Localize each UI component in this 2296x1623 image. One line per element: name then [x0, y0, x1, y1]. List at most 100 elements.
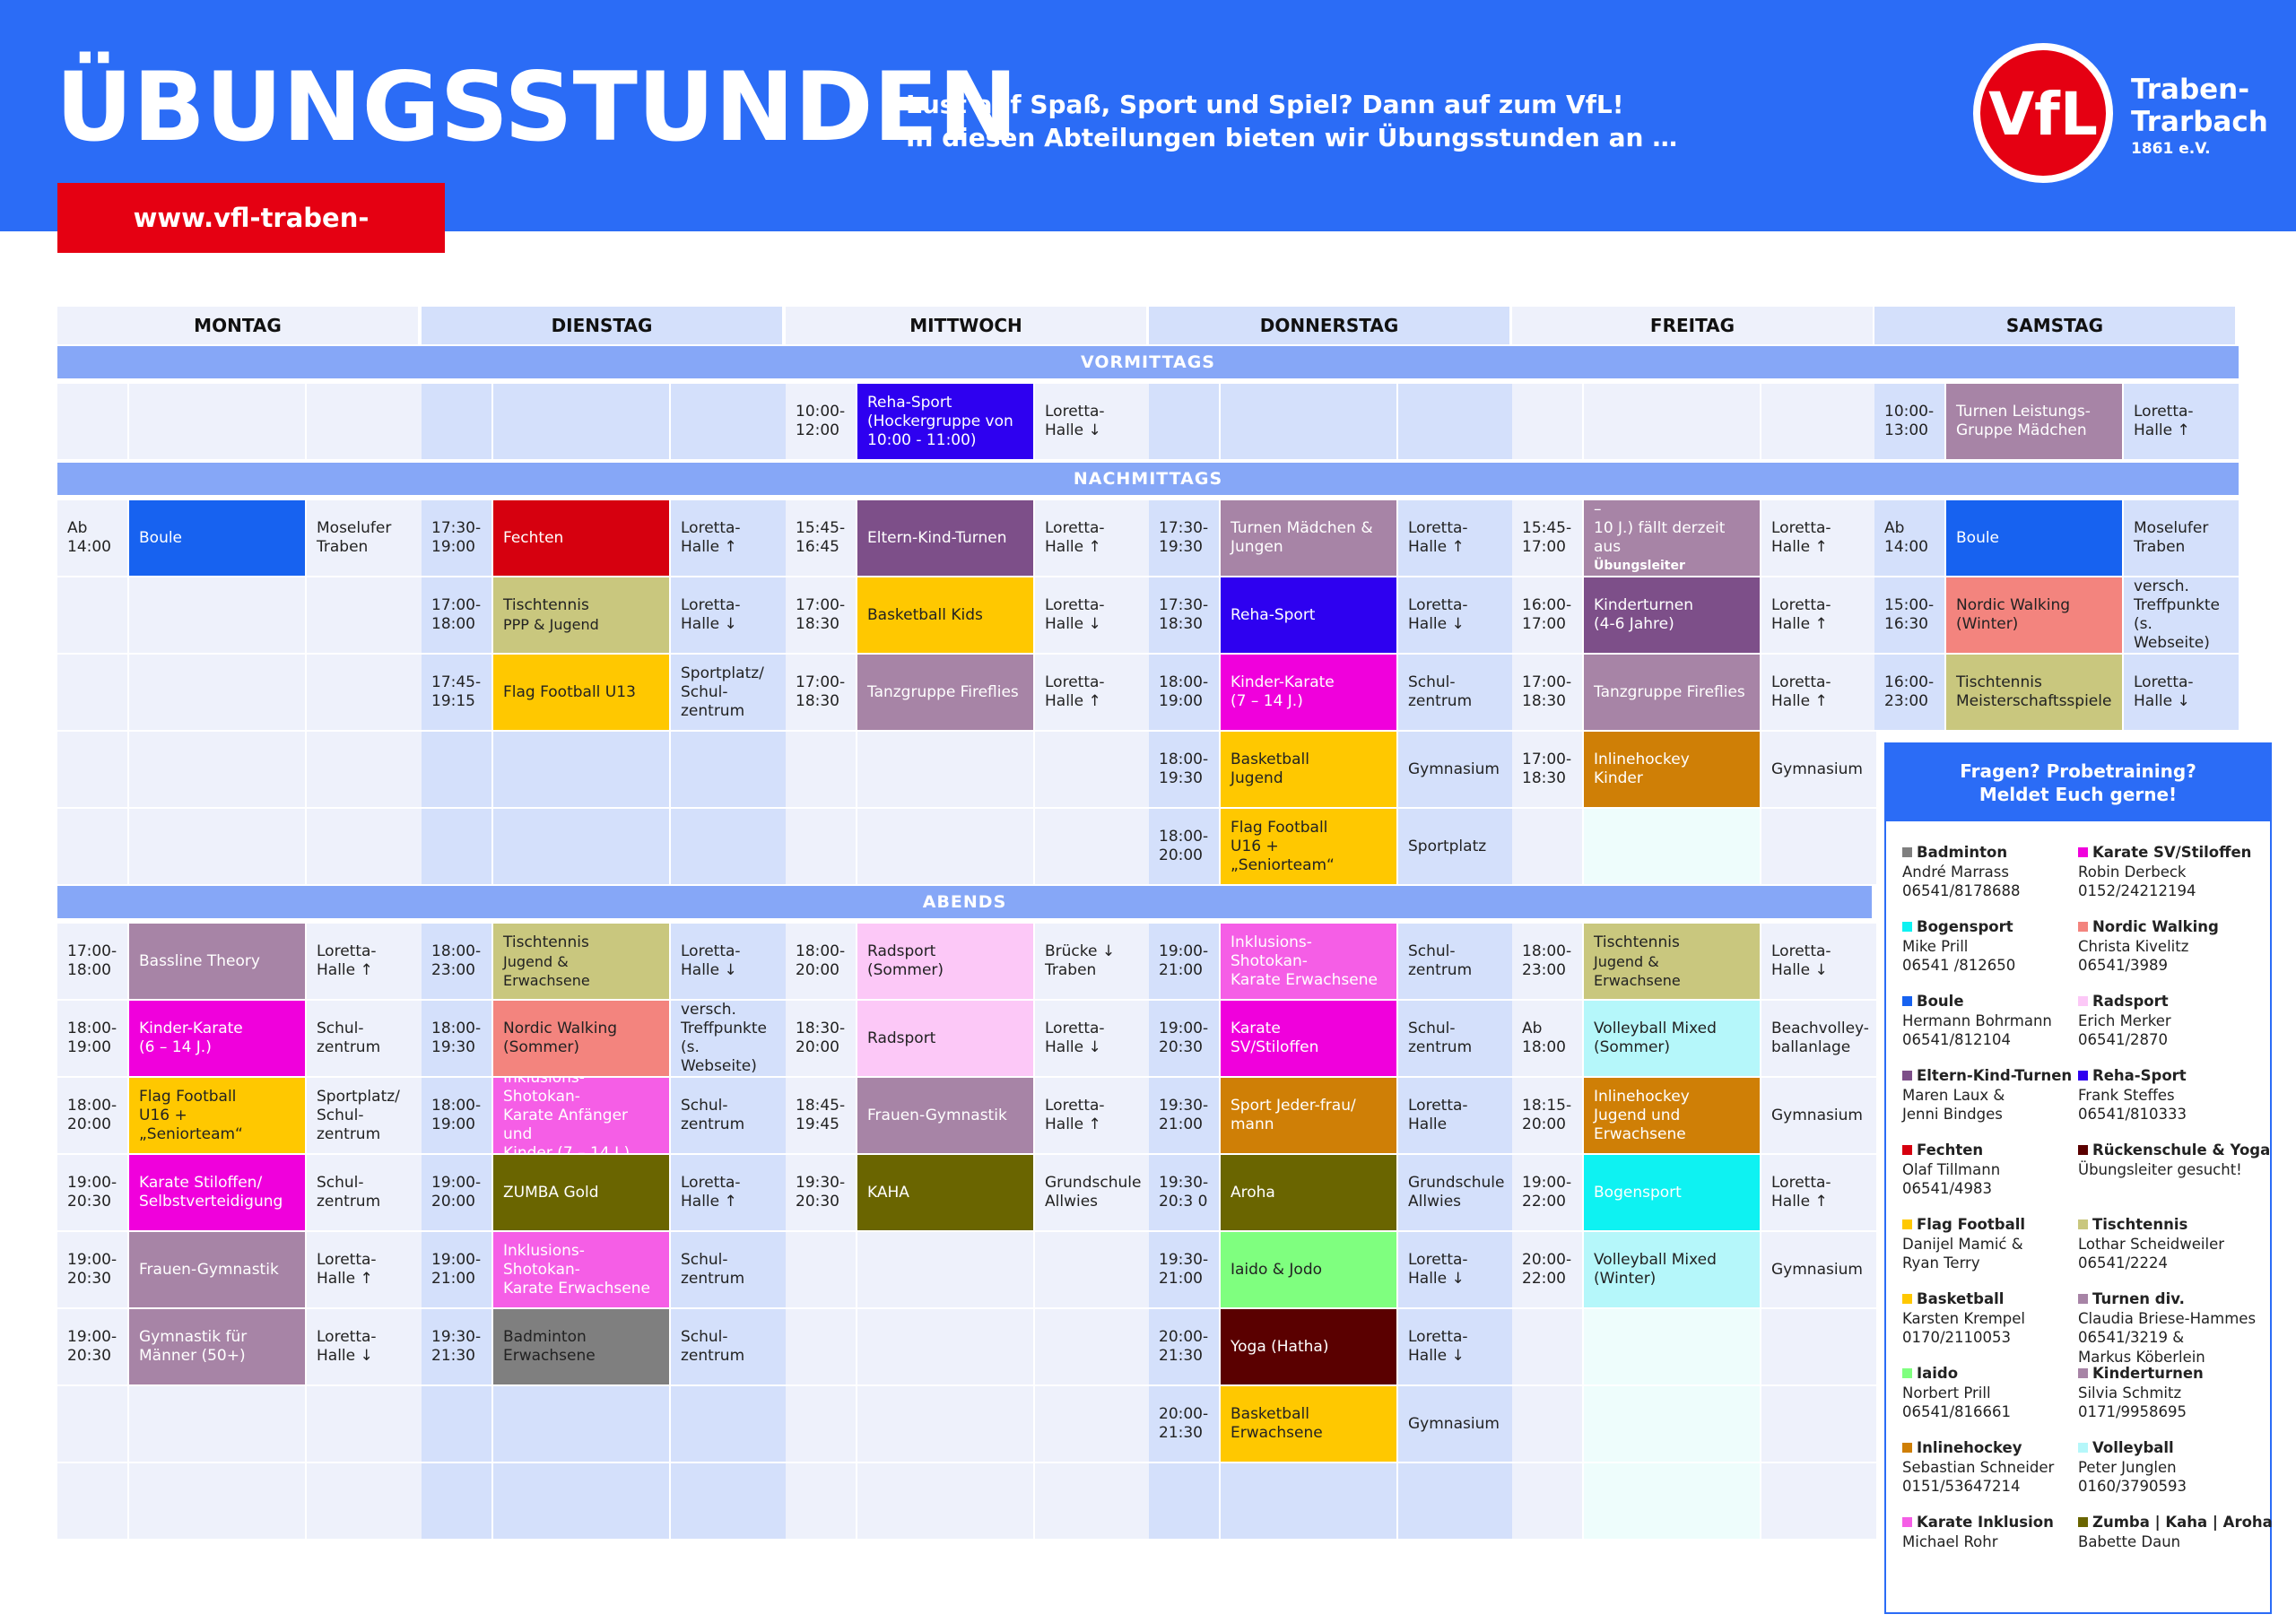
activity-block[interactable]: Tischtennis Jugend & Erwachsene: [1584, 924, 1760, 999]
activity-block[interactable]: Frauen-Gymnastik: [129, 1232, 305, 1307]
slot-time: 16:00- 23:00: [1874, 655, 1944, 730]
slot-location: Schul- zentrum: [671, 1232, 786, 1307]
activity-block[interactable]: Bassline Theory: [129, 924, 305, 999]
slot-location: Loretta- Halle ↑: [2124, 384, 2239, 459]
slot-location: Loretta- Halle ↓: [1035, 577, 1150, 653]
activity-block[interactable]: Volleyball Mixed (Sommer): [1584, 1001, 1760, 1076]
slot-time: 18:00- 20:00: [786, 924, 856, 999]
activity-block[interactable]: Kinder-Karate (7 – 14 J.): [1221, 655, 1396, 730]
activity-block[interactable]: Eltern-Kind-Turnen: [857, 500, 1033, 576]
activity-block[interactable]: Basketball Jugend: [1221, 732, 1396, 807]
activity-block[interactable]: Iaido & Jodo: [1221, 1232, 1396, 1307]
activity-block[interactable]: Radsport: [857, 1001, 1033, 1076]
section-header: ABENDS: [57, 886, 1872, 918]
activity-block[interactable]: Gymnastik für Männer (50+): [129, 1309, 305, 1384]
activity-block[interactable]: Turnen für Jungs (5 – 10 J.) fällt derze…: [1584, 500, 1760, 576]
activity-block[interactable]: Turnen Leistungs- Gruppe Mädchen: [1946, 384, 2122, 459]
activity-name: Basketball Erwachsene: [1231, 1405, 1323, 1442]
empty-cell: [786, 1232, 856, 1307]
empty-cell: [129, 577, 305, 653]
activity-block[interactable]: Tischtennis Jugend & Erwachsene: [493, 924, 669, 999]
slot-time: 19:30- 20:3 0: [1149, 1155, 1219, 1230]
activity-name: Karate Stiloffen/ Selbstverteidigung: [139, 1174, 283, 1211]
activity-block[interactable]: Reha-Sport: [1221, 577, 1396, 653]
empty-cell: [493, 1463, 669, 1539]
activity-block[interactable]: Tischtennis Meisterschaftsspiele: [1946, 655, 2122, 730]
slot-time: Ab 18:00: [1512, 1001, 1582, 1076]
activity-block[interactable]: Yoga (Hatha): [1221, 1309, 1396, 1384]
activity-block[interactable]: Fechten: [493, 500, 669, 576]
activity-block[interactable]: Tanzgruppe Fireflies: [1584, 655, 1760, 730]
activity-block[interactable]: Basketball Kids: [857, 577, 1033, 653]
slot-time: 17:30- 19:30: [1149, 500, 1219, 576]
activity-name: Flag Football U16 + „Seniorteam“: [1231, 818, 1335, 874]
activity-name: Volleyball Mixed (Sommer): [1594, 1020, 1717, 1056]
activity-block[interactable]: Inlinehockey Kinder: [1584, 732, 1760, 807]
activity-name: Radsport (Sommer): [867, 942, 944, 979]
activity-block[interactable]: Inklusions-Shotokan- Karate Erwachsene: [1221, 924, 1396, 999]
slot-location: Schul- zentrum: [307, 1001, 422, 1076]
empty-cell: [129, 809, 305, 884]
activity-block[interactable]: Tischtennis PPP & Jugend: [493, 577, 669, 653]
activity-block[interactable]: Flag Football U16 + „Seniorteam“: [129, 1078, 305, 1153]
slot-location: Gymnasium: [1761, 1232, 1876, 1307]
activity-block[interactable]: Boule: [129, 500, 305, 576]
contact-dept: Boule: [1902, 992, 2091, 1011]
section-header: NACHMITTAGS: [57, 463, 2239, 495]
activity-block[interactable]: Bogensport: [1584, 1155, 1760, 1230]
activity-name: Bassline Theory: [139, 951, 260, 970]
activity-block[interactable]: ZUMBA Gold: [493, 1155, 669, 1230]
slot-time: 18:30- 20:00: [786, 1001, 856, 1076]
activity-name: Kinder-Karate (7 – 14 J.): [1231, 673, 1335, 710]
activity-block[interactable]: Nordic Walking (Winter): [1946, 577, 2122, 653]
activity-block[interactable]: Basketball Erwachsene: [1221, 1386, 1396, 1462]
activity-block[interactable]: Karate Stiloffen/ Selbstverteidigung: [129, 1155, 305, 1230]
slot-time: Ab 14:00: [1874, 500, 1944, 576]
activity-block[interactable]: Nordic Walking (Sommer): [493, 1001, 669, 1076]
activity-name: Radsport: [867, 1028, 936, 1047]
activity-block[interactable]: Inklusions-Shotokan- Karate Anfänger und…: [493, 1078, 669, 1153]
slot-time: 18:00- 19:00: [1149, 655, 1219, 730]
vfl-logo: VfL: [1973, 43, 2113, 183]
activity-block[interactable]: Sport Jeder-frau/ mann: [1221, 1078, 1396, 1153]
slot-location: Loretta- Halle ↑: [1035, 500, 1150, 576]
empty-cell: [1761, 1386, 1876, 1462]
activity-block[interactable]: Inklusions-Shotokan- Karate Erwachsene: [493, 1232, 669, 1307]
empty-cell: [786, 809, 856, 884]
contact-person: Lothar Scheidweiler 06541/2224: [2078, 1235, 2225, 1272]
activity-name: Iaido & Jodo: [1231, 1260, 1323, 1279]
empty-cell: [786, 1386, 856, 1462]
color-square-icon: [1902, 1443, 1912, 1453]
website-link[interactable]: www.vfl-traben-trarbach.de: [57, 183, 445, 303]
slot-time: 17:00- 18:00: [422, 577, 491, 653]
club-line-1: Traben-: [2131, 74, 2250, 106]
contact-heading: Fragen? Probetraining? Meldet Euch gerne…: [1886, 744, 2270, 821]
activity-block[interactable]: Flag Football U16 + „Seniorteam“: [1221, 809, 1396, 884]
activity-block[interactable]: Volleyball Mixed (Winter): [1584, 1232, 1760, 1307]
activity-block[interactable]: Karate SV/Stiloffen: [1221, 1001, 1396, 1076]
color-square-icon: [2078, 1517, 2088, 1527]
activity-block[interactable]: Aroha: [1221, 1155, 1396, 1230]
activity-block[interactable]: Boule: [1946, 500, 2122, 576]
activity-block[interactable]: Radsport (Sommer): [857, 924, 1033, 999]
activity-block[interactable]: Inlinehockey Jugend und Erwachsene: [1584, 1078, 1760, 1153]
contact-dept: Flag Football: [1902, 1215, 2091, 1235]
activity-block[interactable]: Kinder-Karate (6 – 14 J.): [129, 1001, 305, 1076]
activity-block[interactable]: Frauen-Gymnastik: [857, 1078, 1033, 1153]
empty-cell: [1035, 809, 1150, 884]
activity-block[interactable]: KAHA: [857, 1155, 1033, 1230]
activity-block[interactable]: Flag Football U13: [493, 655, 669, 730]
empty-cell: [57, 809, 127, 884]
activity-block[interactable]: Reha-Sport (Hockergruppe von 10:00 - 11:…: [857, 384, 1033, 459]
activity-block[interactable]: Tanzgruppe Fireflies: [857, 655, 1033, 730]
slot-location: Loretta- Halle ↓: [1398, 1232, 1513, 1307]
activity-block[interactable]: Badminton Erwachsene: [493, 1309, 669, 1384]
empty-cell: [57, 655, 127, 730]
activity-block[interactable]: Turnen Mädchen & Jungen: [1221, 500, 1396, 576]
activity-block[interactable]: Kinderturnen (4-6 Jahre): [1584, 577, 1760, 653]
empty-cell: [671, 1386, 786, 1462]
contact-dept: Radsport: [2078, 992, 2266, 1011]
slot-time: 19:00- 20:30: [57, 1155, 127, 1230]
slot-time: 17:00- 18:30: [786, 577, 856, 653]
